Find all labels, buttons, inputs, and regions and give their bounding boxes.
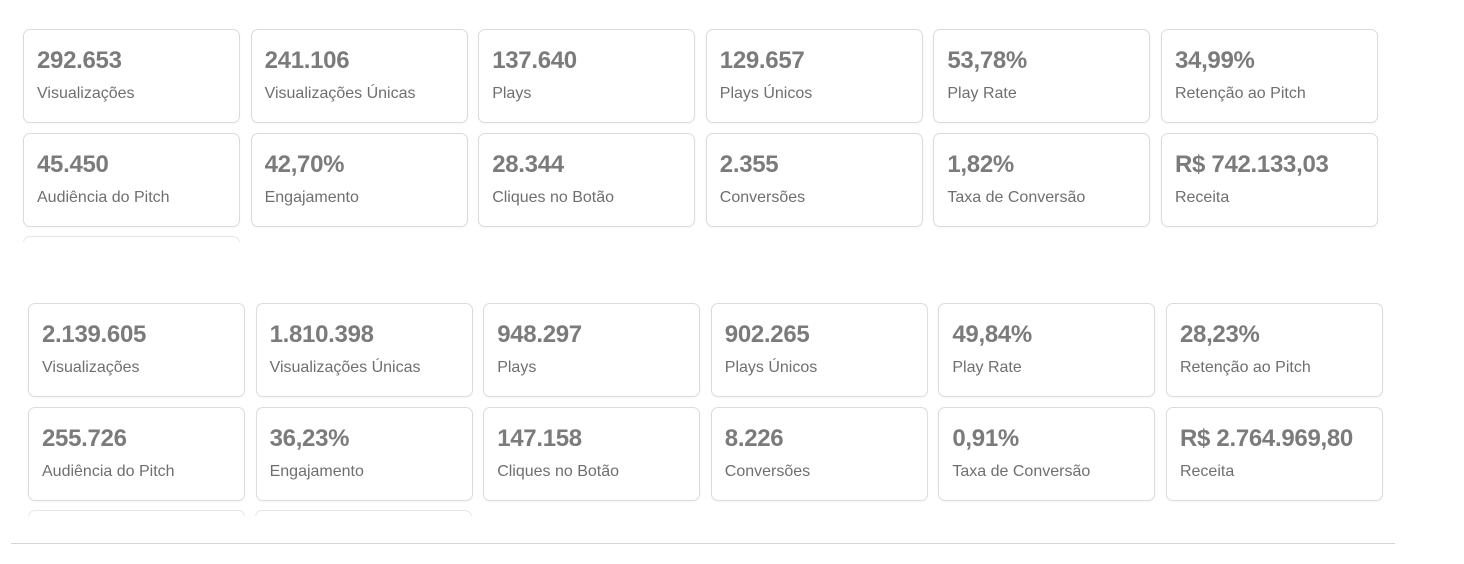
metric-card-pitch-retention: 34,99% Retenção ao Pitch (1160, 29, 1378, 123)
metric-card-pitch-audience: 45.450 Audiência do Pitch (23, 133, 240, 227)
metric-label: Retenção ao Pitch (1174, 85, 1306, 102)
metric-label: Taxa de Conversão (952, 463, 1091, 480)
metric-value: 2.139.605 (42, 321, 147, 348)
metric-value: R$ 742.133,03 (1174, 151, 1329, 178)
metric-card-engagement: 42,70% Engajamento (250, 133, 468, 227)
metric-value: 137.640 (492, 47, 577, 74)
metric-label: Engajamento (269, 463, 364, 480)
metric-label: Taxa de Conversão (947, 189, 1086, 206)
metric-card-revenue: R$ 742.133,03 Receita (1160, 133, 1378, 227)
metric-value: 42,70% (264, 151, 345, 178)
metric-label: Play Rate (947, 85, 1017, 102)
metric-card-views: 292.653 Visualizações (23, 29, 240, 123)
metric-label: Cliques no Botão (497, 463, 620, 480)
metric-value: 45.450 (37, 151, 109, 178)
metric-card-button-clicks: 28.344 Cliques no Botão (478, 133, 696, 227)
metric-label: Audiência do Pitch (37, 189, 170, 206)
metric-card-conversions: 2.355 Conversões (705, 133, 923, 227)
metric-label: Visualizações (37, 85, 135, 102)
metric-value: 8.226 (724, 425, 784, 452)
metrics-panel-1: 292.653 Visualizações 241.106 Visualizaç… (23, 29, 1378, 227)
metric-value: 147.158 (497, 425, 582, 452)
metric-value: 0,91% (952, 425, 1019, 452)
metric-card-pitch-retention: 28,23% Retenção ao Pitch (1165, 303, 1383, 397)
metric-value: 53,78% (947, 47, 1027, 74)
metric-label: Play Rate (952, 359, 1022, 376)
metric-label: Conversões (719, 189, 806, 206)
metric-value: 2.355 (719, 151, 779, 178)
metric-label: Retenção ao Pitch (1179, 359, 1311, 376)
metric-value: 1.810.398 (269, 321, 374, 348)
metric-label: Receita (1179, 463, 1235, 480)
clipped-card-edge (255, 510, 472, 516)
metrics-panel-2: 2.139.605 Visualizações 1.810.398 Visual… (28, 303, 1383, 501)
metric-card-button-clicks: 147.158 Cliques no Botão (483, 407, 701, 501)
section-divider (11, 543, 1395, 544)
metric-label: Plays Únicos (724, 359, 818, 376)
metric-card-conversion-rate: 0,91% Taxa de Conversão (938, 407, 1156, 501)
metric-card-play-rate: 53,78% Play Rate (933, 29, 1151, 123)
metric-value: R$ 2.764.969,80 (1179, 425, 1353, 452)
metric-label: Visualizações (42, 359, 140, 376)
metric-card-unique-plays: 129.657 Plays Únicos (705, 29, 923, 123)
metric-value: 28,23% (1179, 321, 1260, 348)
metric-label: Visualizações Únicas (269, 359, 421, 376)
metric-card-views: 2.139.605 Visualizações (28, 303, 245, 397)
metric-card-engagement: 36,23% Engajamento (255, 407, 473, 501)
metric-value: 255.726 (42, 425, 127, 452)
metric-label: Conversões (724, 463, 811, 480)
metric-label: Plays (492, 85, 532, 102)
metric-label: Audiência do Pitch (42, 463, 175, 480)
metric-value: 49,84% (952, 321, 1032, 348)
metric-value: 1,82% (947, 151, 1014, 178)
metric-label: Plays Únicos (719, 85, 813, 102)
metric-value: 241.106 (264, 47, 350, 74)
metric-value: 292.653 (37, 47, 122, 74)
metric-card-revenue: R$ 2.764.969,80 Receita (1165, 407, 1383, 501)
metric-card-conversion-rate: 1,82% Taxa de Conversão (933, 133, 1151, 227)
metric-card-plays: 137.640 Plays (478, 29, 696, 123)
metric-value: 34,99% (1174, 47, 1255, 74)
metric-value: 129.657 (719, 47, 805, 74)
metric-label: Receita (1174, 189, 1230, 206)
metric-value: 28.344 (492, 151, 564, 178)
metric-card-conversions: 8.226 Conversões (710, 407, 928, 501)
clipped-card-edge (28, 510, 245, 516)
clipped-card-edge (23, 236, 240, 242)
metric-card-play-rate: 49,84% Play Rate (938, 303, 1156, 397)
metric-label: Plays (497, 359, 537, 376)
metric-card-pitch-audience: 255.726 Audiência do Pitch (28, 407, 245, 501)
metric-label: Engajamento (264, 189, 359, 206)
metric-card-plays: 948.297 Plays (483, 303, 701, 397)
metric-label: Cliques no Botão (492, 189, 615, 206)
metric-card-unique-views: 241.106 Visualizações Únicas (250, 29, 468, 123)
metric-value: 948.297 (497, 321, 582, 348)
metric-value: 36,23% (269, 425, 350, 452)
metric-label: Visualizações Únicas (264, 85, 416, 102)
metric-card-unique-views: 1.810.398 Visualizações Únicas (255, 303, 473, 397)
metric-card-unique-plays: 902.265 Plays Únicos (710, 303, 928, 397)
metric-value: 902.265 (724, 321, 810, 348)
